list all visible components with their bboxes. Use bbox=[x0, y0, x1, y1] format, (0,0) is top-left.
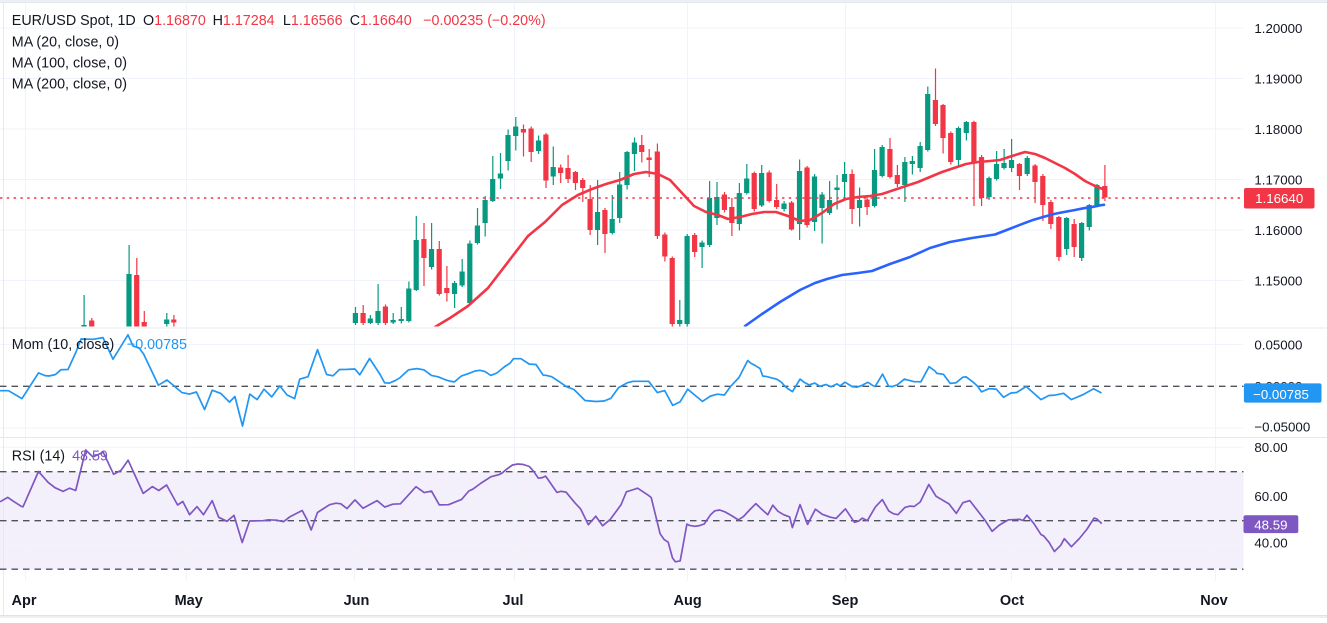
svg-text:60.00: 60.00 bbox=[1254, 489, 1287, 504]
svg-text:MA (20, close, 0): MA (20, close, 0) bbox=[12, 35, 119, 51]
svg-text:48.59: 48.59 bbox=[1254, 518, 1287, 533]
svg-text:May: May bbox=[175, 593, 203, 609]
svg-text:1.18000: 1.18000 bbox=[1254, 122, 1302, 137]
svg-text:1.15000: 1.15000 bbox=[1254, 273, 1302, 288]
svg-text:1.17000: 1.17000 bbox=[1254, 172, 1302, 187]
svg-text:Jun: Jun bbox=[344, 593, 370, 609]
svg-text:1.16640: 1.16640 bbox=[1255, 191, 1303, 206]
svg-text:MA (200, close, 0): MA (200, close, 0) bbox=[12, 77, 127, 93]
svg-text:Apr: Apr bbox=[12, 593, 37, 609]
svg-text:1.19000: 1.19000 bbox=[1254, 71, 1302, 86]
svg-text:−0.05000: −0.05000 bbox=[1254, 419, 1310, 434]
svg-text:RSI (14)48.59: RSI (14) 48.59 bbox=[12, 449, 108, 465]
svg-text:40.00: 40.00 bbox=[1254, 535, 1287, 550]
svg-text:Nov: Nov bbox=[1200, 593, 1227, 609]
svg-text:MA (100, close, 0): MA (100, close, 0) bbox=[12, 56, 127, 72]
svg-text:Sep: Sep bbox=[832, 593, 859, 609]
svg-text:Mom (10, close)−0.00785: Mom (10, close) −0.00785 bbox=[12, 337, 187, 353]
svg-text:Aug: Aug bbox=[674, 593, 702, 609]
svg-text:Jul: Jul bbox=[503, 593, 524, 609]
svg-text:1.16000: 1.16000 bbox=[1254, 223, 1302, 238]
svg-text:1.20000: 1.20000 bbox=[1254, 21, 1302, 36]
svg-text:80.00: 80.00 bbox=[1254, 440, 1287, 455]
svg-text:Oct: Oct bbox=[1000, 593, 1024, 609]
svg-text:0.05000: 0.05000 bbox=[1254, 337, 1302, 352]
svg-text:−0.00785: −0.00785 bbox=[1253, 387, 1309, 402]
